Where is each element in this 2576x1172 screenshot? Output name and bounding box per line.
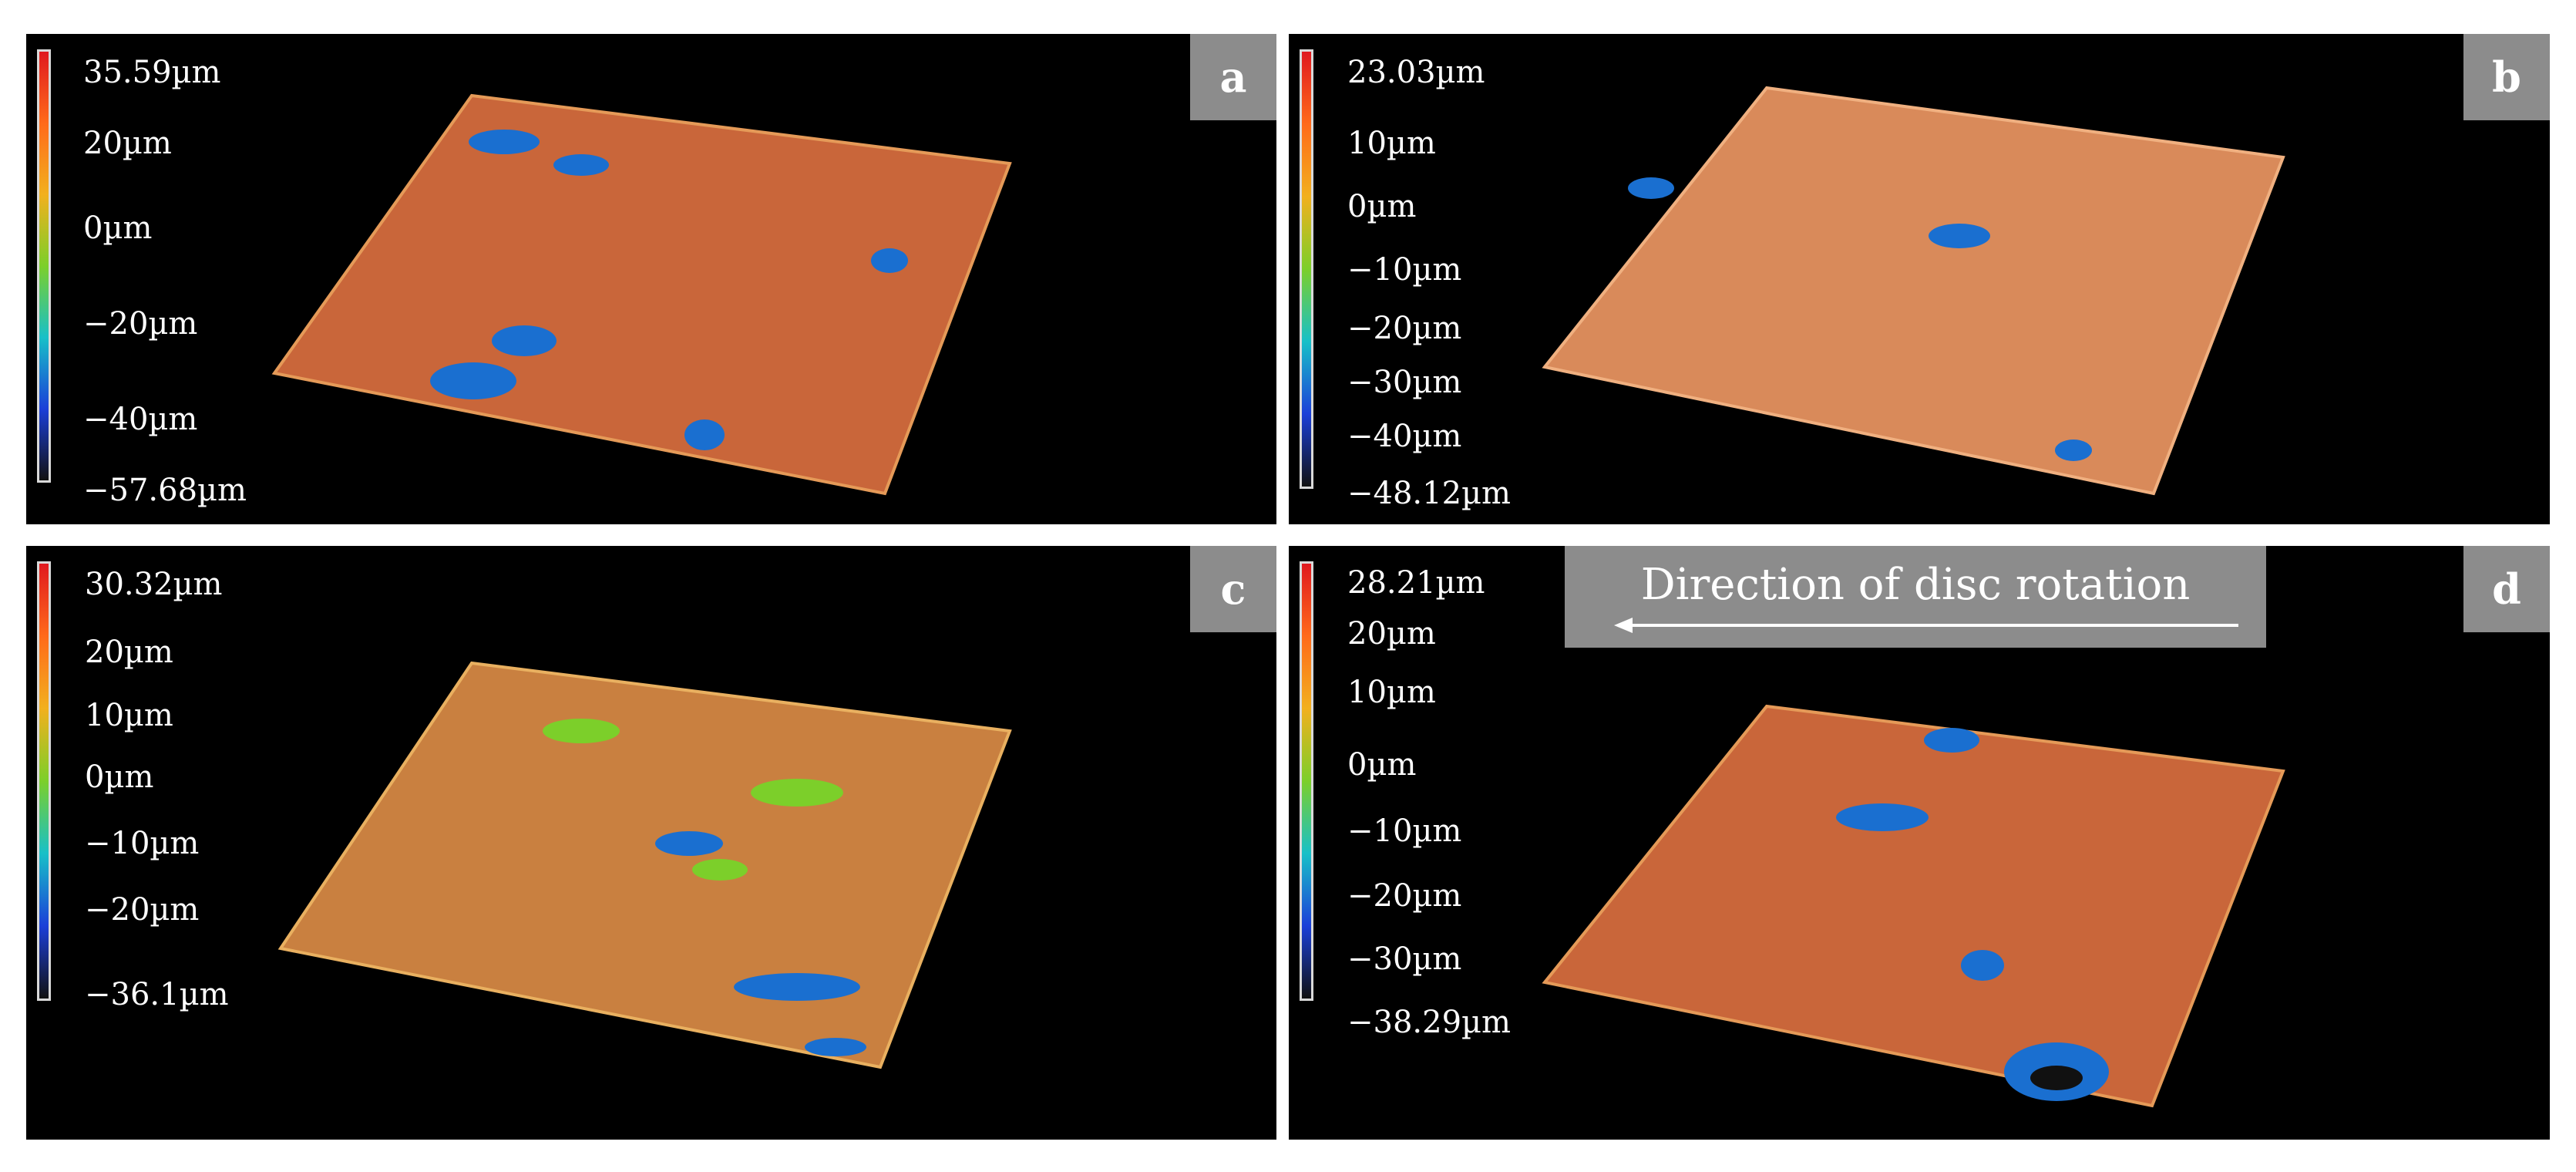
tick-c-0: 30.32µm <box>85 567 223 602</box>
tick-c-1: 20µm <box>85 635 173 670</box>
panel-label-c: c <box>1190 546 1276 632</box>
tick-d-6: −30µm <box>1347 941 1462 977</box>
tick-c-5: −20µm <box>85 892 200 928</box>
tick-d-3: 0µm <box>1347 747 1417 783</box>
tick-c-3: 0µm <box>85 759 154 795</box>
tick-a-2: 0µm <box>83 210 153 246</box>
tick-a-5: −57.68µm <box>83 473 247 508</box>
tick-b-6: −40µm <box>1347 419 1462 454</box>
rotation-direction-label: Direction of disc rotation <box>1640 560 2191 610</box>
panel-b: 23.03µm 10µm 0µm −10µm −20µm −30µm −40µm… <box>1289 34 2550 524</box>
tick-b-5: −30µm <box>1347 365 1462 400</box>
panel-d: 28.21µm 20µm 10µm 0µm −10µm −20µm −30µm … <box>1289 546 2550 1140</box>
tick-c-6: −36.1µm <box>85 977 229 1012</box>
colorbar-b <box>1300 49 1313 489</box>
surface-map-a <box>271 93 1012 496</box>
tick-b-4: −20µm <box>1347 311 1462 346</box>
rotation-direction-box: Direction of disc rotation <box>1565 546 2266 648</box>
panel-label-b: b <box>2463 34 2550 120</box>
colorbar-a <box>37 49 51 483</box>
tick-b-0: 23.03µm <box>1347 55 1485 90</box>
tick-a-1: 20µm <box>83 126 172 161</box>
tick-d-0: 28.21µm <box>1347 565 1485 601</box>
panel-c: 30.32µm 20µm 10µm 0µm −10µm −20µm −36.1µ… <box>26 546 1276 1140</box>
tick-c-2: 10µm <box>85 698 173 733</box>
panel-a: 35.59µm 20µm 0µm −20µm −40µm −57.68µm a <box>26 34 1276 524</box>
colorbar-d <box>1300 561 1313 1001</box>
tick-b-1: 10µm <box>1347 126 1436 161</box>
tick-a-3: −20µm <box>83 306 198 342</box>
tick-d-1: 20µm <box>1347 616 1436 652</box>
panel-label-a: a <box>1190 34 1276 120</box>
arrow-left-icon <box>1614 618 2238 633</box>
surface-map-d <box>1542 704 2285 1108</box>
surface-map-c <box>277 661 1012 1069</box>
tick-c-4: −10µm <box>85 826 200 861</box>
tick-d-2: 10µm <box>1347 675 1436 710</box>
tick-d-4: −10µm <box>1347 813 1462 849</box>
tick-a-4: −40µm <box>83 402 198 437</box>
surface-map-b <box>1542 86 2285 496</box>
colorbar-c <box>37 561 51 1001</box>
tick-d-5: −20µm <box>1347 878 1462 914</box>
tick-b-3: −10µm <box>1347 252 1462 288</box>
tick-b-7: −48.12µm <box>1347 476 1511 511</box>
panel-label-d: d <box>2463 546 2550 632</box>
tick-a-0: 35.59µm <box>83 55 221 90</box>
tick-d-7: −38.29µm <box>1347 1005 1511 1040</box>
tick-b-2: 0µm <box>1347 189 1417 224</box>
